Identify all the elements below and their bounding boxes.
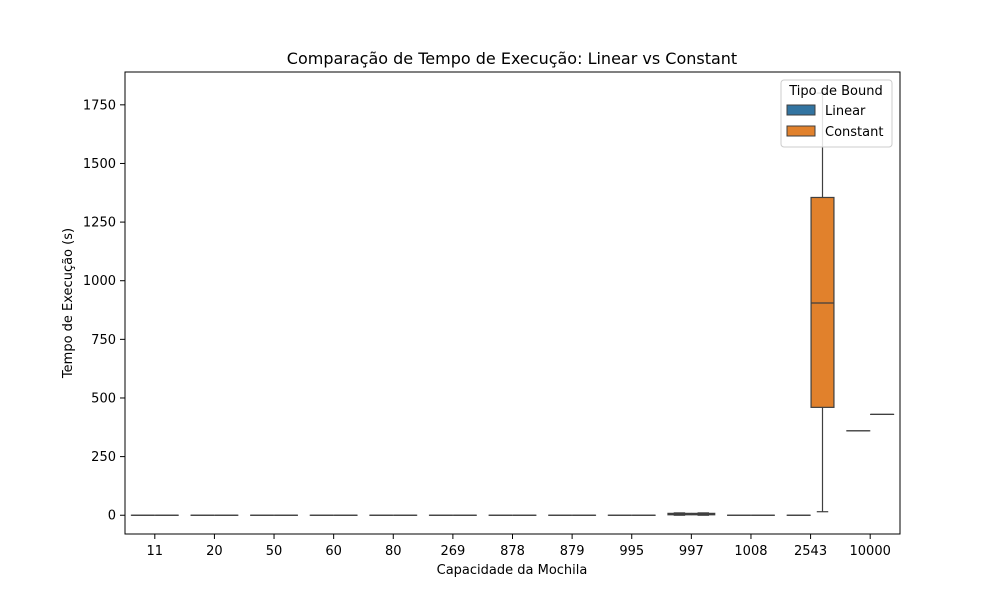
plot-area: 0 250 500 750 1000 1250 1500 1750 11 20 50 60 80 269 8…: [83, 92, 895, 559]
legend-swatch-constant: [786, 125, 816, 137]
chart-title: Comparação de Tempo de Execução: Linear …: [287, 49, 737, 68]
axes-frame: [124, 71, 901, 535]
x-tick-label: 50: [266, 544, 283, 559]
legend-label-constant: Constant: [825, 125, 883, 140]
x-tick-label: 10000: [850, 544, 891, 559]
y-tick-label: 750: [91, 333, 116, 348]
y-tick-label: 250: [91, 450, 116, 465]
x-tick-label: 2543: [794, 544, 827, 559]
box-constant-997: [691, 512, 716, 516]
y-tick-label: 500: [91, 391, 116, 406]
x-tick-label: 80: [385, 544, 402, 559]
y-axis-label: Tempo de Execução (s): [61, 228, 76, 379]
y-tick-label: 1500: [83, 157, 116, 172]
y-tick-label: 1250: [83, 216, 116, 231]
legend-swatch-linear: [786, 104, 816, 116]
x-tick-label: 1008: [734, 544, 767, 559]
x-tick-label: 20: [206, 544, 223, 559]
box-linear-997: [667, 512, 692, 516]
y-tick-label: 0: [108, 509, 116, 524]
x-tick-label: 11: [147, 544, 164, 559]
x-tick-label: 269: [440, 544, 465, 559]
legend-label-linear: Linear: [825, 104, 866, 119]
x-tick-label: 60: [325, 544, 342, 559]
x-tick-label: 878: [500, 544, 525, 559]
x-axis-label: Capacidade da Mochila: [437, 563, 588, 578]
x-tick-label: 997: [679, 544, 704, 559]
x-tick-label: 879: [560, 544, 585, 559]
y-tick-label: 1750: [83, 98, 116, 113]
y-tick-label: 1000: [83, 274, 116, 289]
x-tick-label: 995: [619, 544, 644, 559]
legend-title: Tipo de Bound: [788, 84, 882, 99]
legend: Tipo de Bound Linear Constant: [780, 79, 893, 148]
